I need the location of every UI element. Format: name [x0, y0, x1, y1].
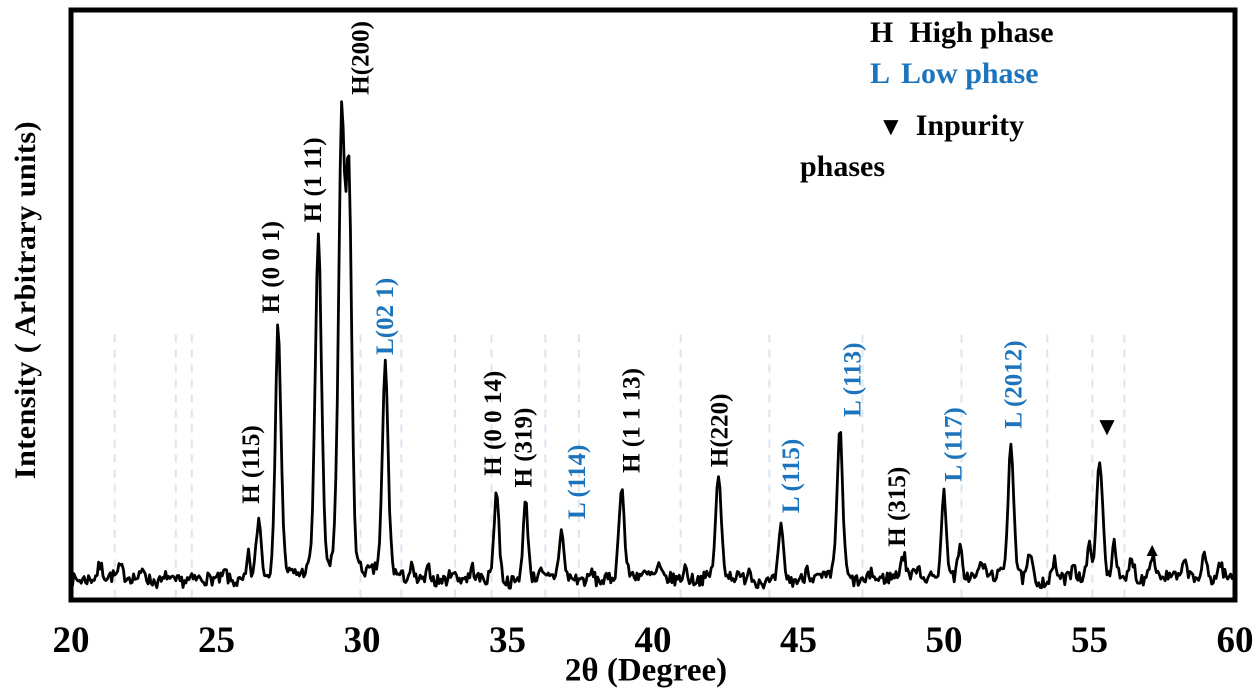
- x-tick-label: 55: [1071, 620, 1108, 661]
- plot-border: [68, 7, 1238, 603]
- peak-label: H (315): [884, 467, 911, 547]
- legend-low-label: Low phase: [901, 57, 1039, 91]
- legend-low-key: L: [870, 57, 891, 91]
- x-tick-label: 60: [1217, 620, 1254, 661]
- triangle-down-icon: ▼: [1094, 412, 1120, 441]
- peak-label: H(200): [348, 21, 375, 95]
- peak-label: H (319): [511, 408, 538, 488]
- x-tick-label: 45: [780, 620, 817, 661]
- legend-high-key: H: [870, 16, 894, 49]
- peak-label: L (113): [840, 343, 867, 417]
- peak-label: H (115): [238, 425, 265, 503]
- x-tick-label: 40: [635, 620, 672, 661]
- peak-label: H (0 0 14): [480, 371, 507, 476]
- peak-label: L (114): [564, 445, 591, 519]
- x-tick-label: 50: [926, 620, 963, 661]
- y-axis-label: Intensity ( Arbitrary units): [9, 120, 42, 480]
- legend: H High phase L Low phase ▼ Inpurity phases: [800, 12, 1054, 188]
- x-tick-label: 25: [198, 620, 235, 661]
- x-tick-label: 20: [53, 620, 90, 661]
- x-tick-label: 35: [489, 620, 526, 661]
- peak-label: L(02 1): [372, 278, 399, 355]
- triangle-down-icon: ▼: [878, 111, 904, 141]
- x-tick-label: 30: [344, 620, 381, 661]
- legend-impurity-label: Inpurity: [915, 108, 1025, 142]
- legend-impurity: ▼ Inpurity: [800, 105, 1054, 146]
- peak-label: L (117): [941, 407, 968, 481]
- peak-label: H (1 1 13): [618, 368, 645, 473]
- triangle-up-icon: ▲: [1143, 540, 1162, 561]
- peak-label: H (1 11): [300, 137, 327, 222]
- legend-impurity-label2: phases: [800, 150, 886, 184]
- peak-label: L (2012): [1000, 340, 1027, 428]
- legend-high-label: High phase: [909, 16, 1054, 49]
- legend-low: L Low phase: [800, 53, 1054, 94]
- peak-label: H(220): [707, 393, 734, 467]
- xrd-trace: [69, 100, 1237, 590]
- peak-label: H (0 0 1): [258, 221, 285, 313]
- peak-label: L (115): [778, 439, 805, 513]
- x-axis-label: 2θ (Degree): [564, 652, 728, 689]
- legend-high: H High phase: [800, 12, 1054, 53]
